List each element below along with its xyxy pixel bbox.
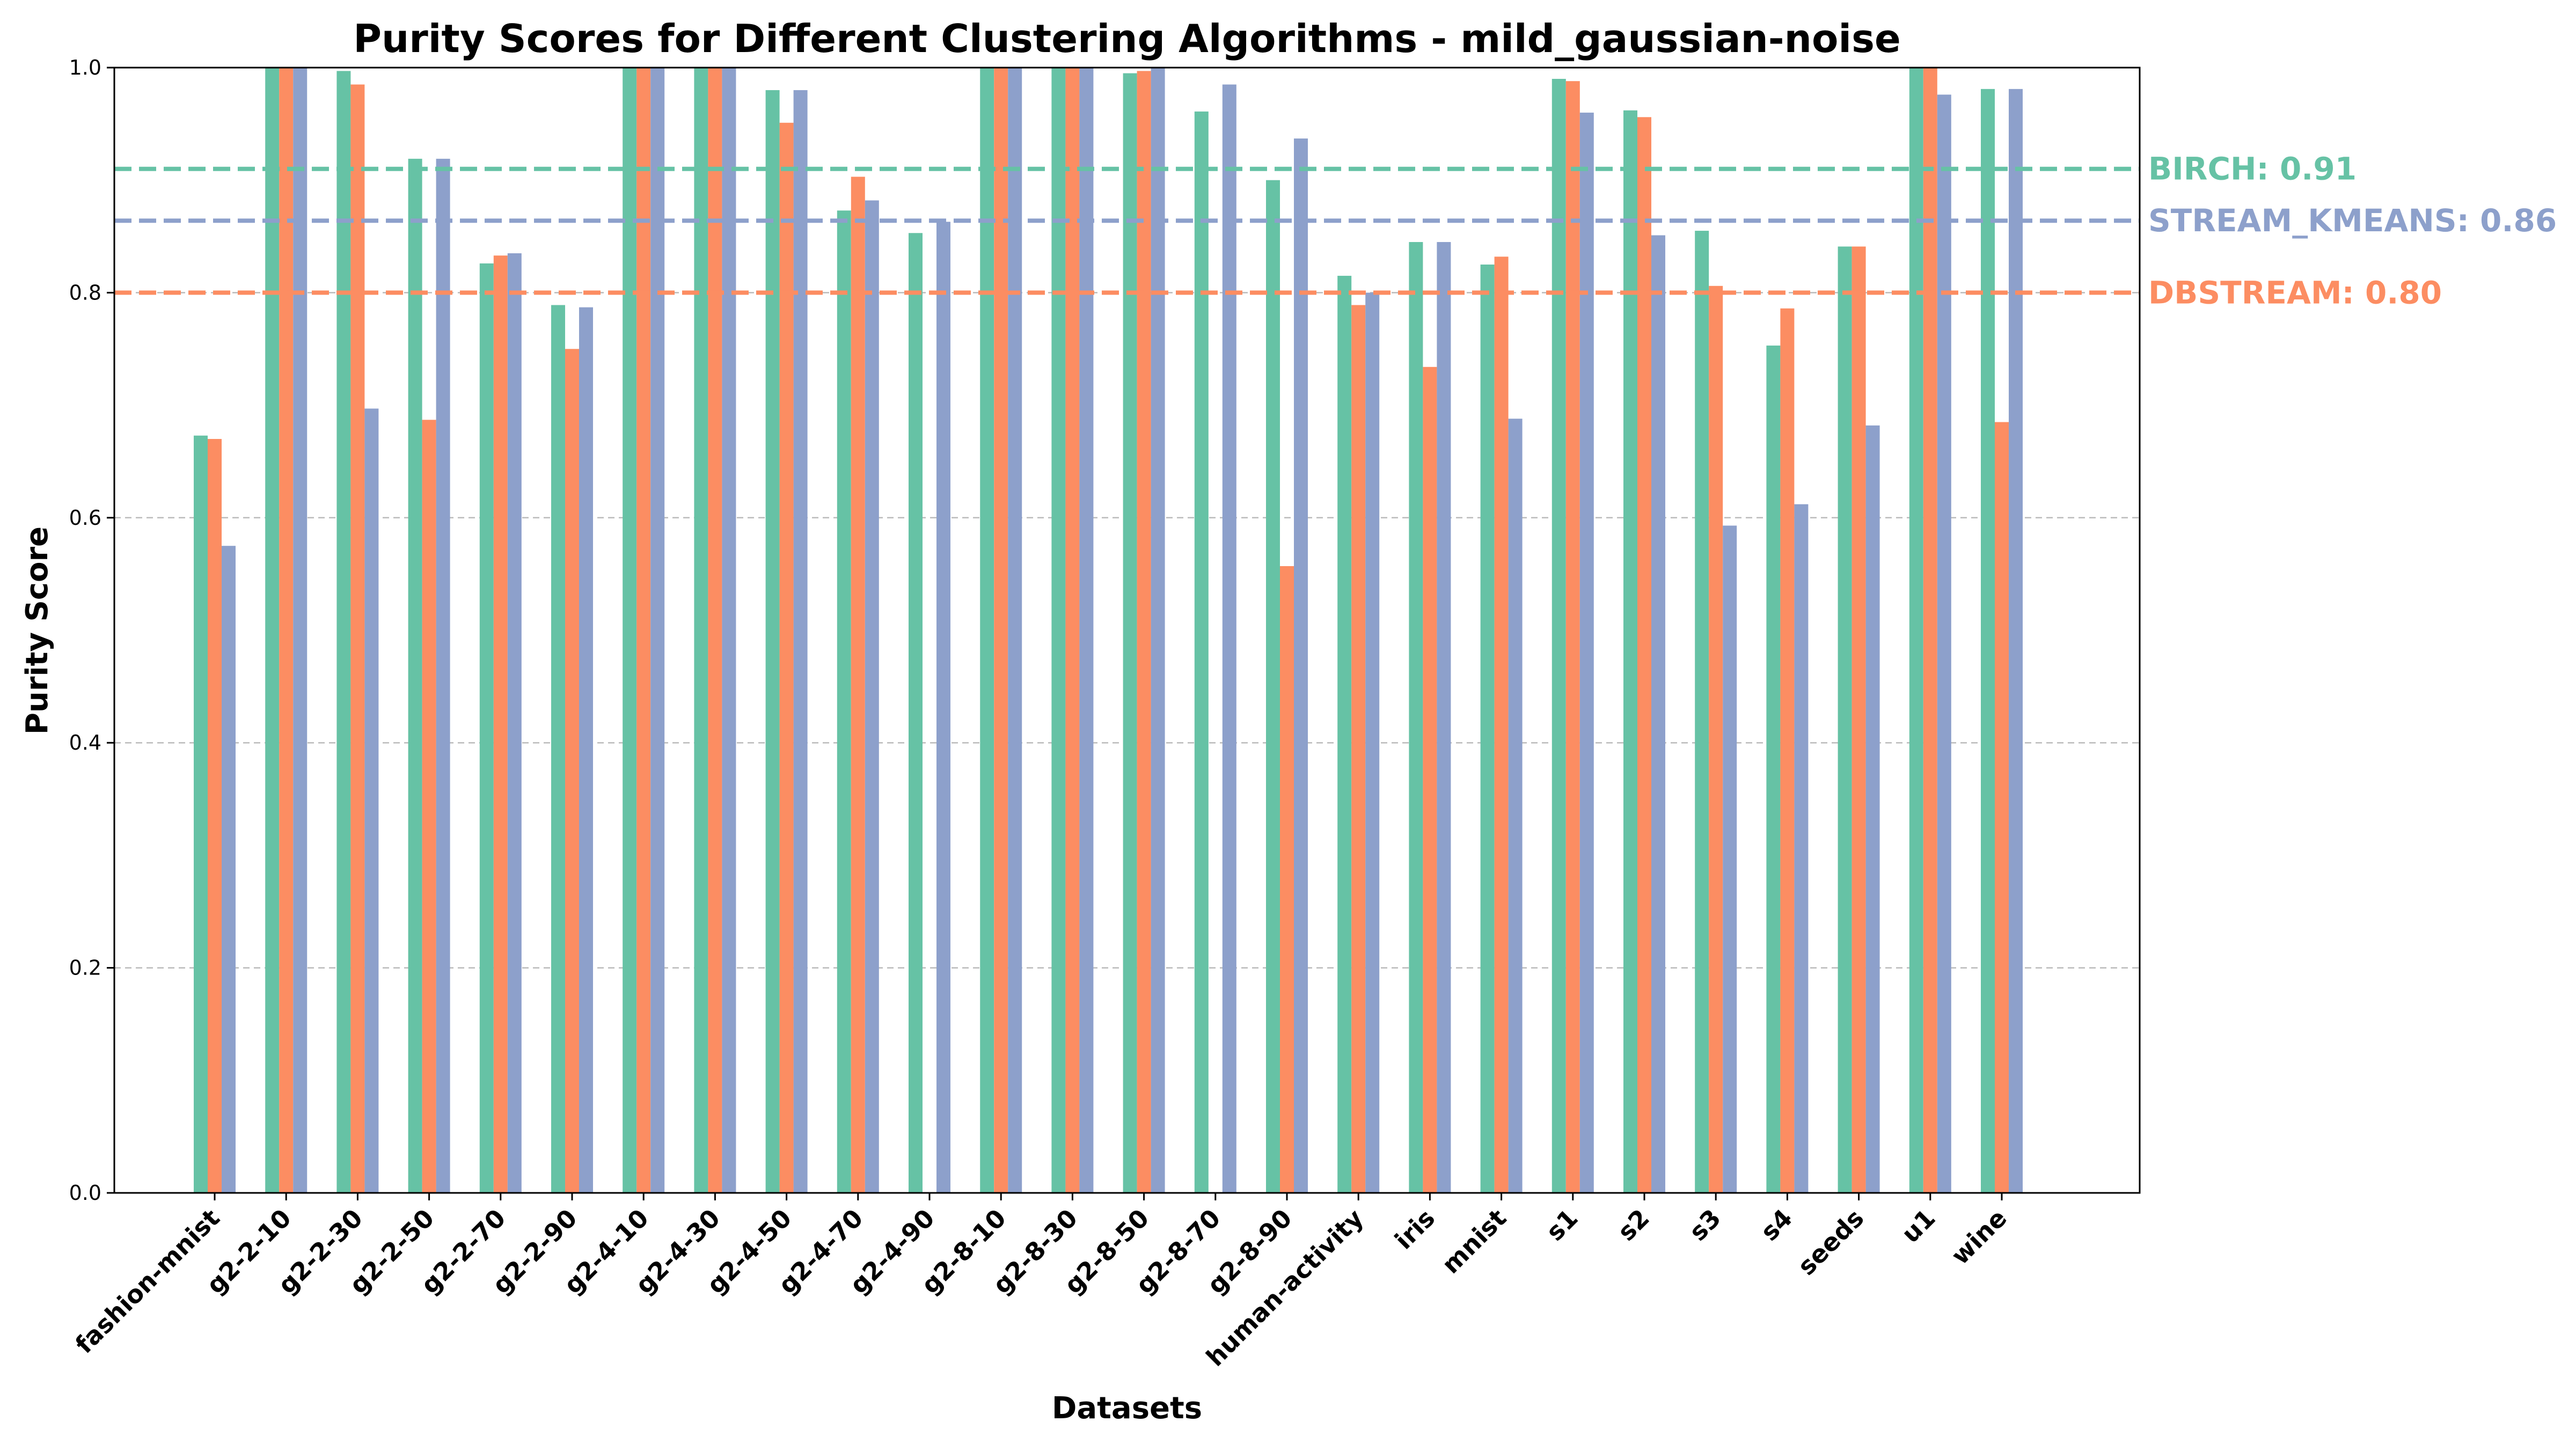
- bar-birch-g2-4-50: [765, 90, 780, 1193]
- bar-stream_kmeans-g2-8-30: [1079, 68, 1094, 1193]
- bar-dbstream-s3: [1709, 285, 1723, 1193]
- bar-stream_kmeans-g2-2-10: [293, 68, 308, 1193]
- bar-dbstream-fashion-mnist: [208, 439, 222, 1193]
- bar-stream_kmeans-g2-4-70: [865, 200, 879, 1193]
- bar-stream_kmeans-g2-8-50: [1151, 68, 1165, 1193]
- bar-birch-wine: [1981, 89, 1995, 1193]
- bar-stream_kmeans-u1: [1937, 94, 1951, 1193]
- bar-birch-iris: [1409, 242, 1423, 1193]
- bar-stream_kmeans-g2-8-70: [1222, 84, 1236, 1193]
- bar-birch-s1: [1552, 78, 1566, 1193]
- bar-dbstream-g2-2-70: [493, 255, 508, 1193]
- bar-birch-g2-8-90: [1266, 180, 1280, 1193]
- bar-birch-g2-2-70: [479, 263, 494, 1193]
- bar-stream_kmeans-g2-4-30: [722, 68, 736, 1193]
- y-tick-label: 0.8: [69, 281, 101, 304]
- bar-birch-fashion-mnist: [194, 435, 208, 1193]
- bar-stream_kmeans-g2-2-50: [436, 158, 450, 1193]
- bar-stream_kmeans-s4: [1794, 504, 1809, 1193]
- bar-birch-g2-8-50: [1123, 73, 1137, 1193]
- bar-birch-g2-2-90: [551, 305, 565, 1193]
- y-axis-label: Purity Score: [20, 526, 55, 735]
- bar-birch-g2-4-30: [694, 68, 708, 1193]
- bar-dbstream-u1: [1923, 68, 1937, 1193]
- bar-stream_kmeans-fashion-mnist: [222, 546, 236, 1193]
- bar-birch-s4: [1766, 345, 1781, 1193]
- bar-birch-g2-4-10: [623, 68, 637, 1193]
- reference-label: STREAM_KMEANS: 0.86: [2148, 202, 2557, 239]
- bar-dbstream-seeds: [1851, 246, 1866, 1193]
- plot-frame: [113, 67, 2141, 1194]
- bars-layer: [194, 68, 2023, 1193]
- reference-labels: BIRCH: 0.91 STREAM_KMEANS: 0.86 DBSTREAM: …: [2148, 151, 2557, 311]
- bar-birch-human-activity: [1337, 275, 1352, 1193]
- bar-birch-g2-4-70: [837, 210, 851, 1193]
- bar-stream_kmeans-s2: [1651, 235, 1665, 1193]
- bar-dbstream-human-activity: [1351, 305, 1366, 1193]
- bar-birch-mnist: [1480, 264, 1495, 1193]
- bar-birch-g2-8-10: [980, 68, 994, 1193]
- bar-birch-seeds: [1838, 246, 1852, 1193]
- bar-dbstream-g2-8-10: [994, 68, 1008, 1193]
- bar-stream_kmeans-g2-8-10: [1008, 68, 1022, 1193]
- bar-dbstream-g2-2-10: [279, 68, 294, 1193]
- bar-dbstream-g2-8-90: [1280, 566, 1294, 1193]
- bar-birch-g2-8-30: [1051, 68, 1066, 1193]
- bar-birch-g2-4-90: [909, 233, 923, 1193]
- bar-stream_kmeans-human-activity: [1365, 292, 1380, 1193]
- y-tick-label: 0.2: [69, 956, 101, 980]
- bar-dbstream-g2-2-50: [422, 420, 436, 1193]
- bar-birch-s3: [1695, 231, 1709, 1193]
- bar-stream_kmeans-g2-2-70: [507, 253, 522, 1193]
- bar-stream_kmeans-mnist: [1508, 419, 1523, 1193]
- bar-stream_kmeans-g2-4-10: [650, 68, 665, 1193]
- bar-dbstream-s1: [1565, 81, 1580, 1193]
- chart-title: Purity Scores for Different Clustering A…: [353, 16, 1901, 61]
- y-tick-label: 0.0: [69, 1181, 101, 1205]
- bar-dbstream-g2-8-30: [1065, 68, 1080, 1193]
- bar-dbstream-s4: [1780, 308, 1795, 1193]
- bar-stream_kmeans-s3: [1723, 525, 1737, 1193]
- bar-stream_kmeans-g2-4-90: [936, 222, 950, 1193]
- reference-label: DBSTREAM: 0.80: [2148, 274, 2442, 311]
- bar-dbstream-g2-4-50: [779, 122, 794, 1193]
- bar-dbstream-mnist: [1494, 257, 1509, 1193]
- bar-birch-g2-2-50: [408, 158, 422, 1193]
- bar-stream_kmeans-g2-2-90: [579, 307, 593, 1193]
- bar-dbstream-g2-4-30: [708, 68, 722, 1193]
- bar-birch-u1: [1909, 68, 1923, 1193]
- bar-stream_kmeans-s1: [1579, 112, 1594, 1193]
- bar-stream_kmeans-iris: [1437, 242, 1451, 1193]
- y-tick-label: 0.4: [69, 731, 101, 754]
- reference-lines-layer: [114, 166, 2140, 295]
- bar-dbstream-g2-2-90: [565, 349, 579, 1193]
- bar-birch-g2-2-30: [336, 71, 351, 1193]
- bar-birch-g2-2-10: [265, 68, 280, 1193]
- bar-dbstream-wine: [1995, 422, 2009, 1193]
- bar-dbstream-g2-8-50: [1137, 71, 1151, 1193]
- bar-stream_kmeans-wine: [2009, 89, 2023, 1193]
- bar-dbstream-s2: [1637, 117, 1651, 1193]
- bar-dbstream-g2-4-10: [636, 68, 651, 1193]
- y-axis-ticks: 0.0 0.2 0.4 0.6 0.8 1.0: [69, 56, 114, 1205]
- bar-birch-s2: [1623, 110, 1637, 1193]
- bar-stream_kmeans-seeds: [1865, 425, 1880, 1193]
- y-tick-label: 0.6: [69, 506, 101, 530]
- x-axis-label: Datasets: [1052, 1391, 1202, 1426]
- bar-stream_kmeans-g2-2-30: [364, 408, 379, 1193]
- bar-stream_kmeans-g2-4-50: [793, 90, 808, 1193]
- bar-stream_kmeans-g2-8-90: [1294, 138, 1308, 1193]
- bar-dbstream-g2-2-30: [350, 84, 365, 1193]
- bar-dbstream-g2-4-70: [851, 177, 865, 1193]
- y-tick-label: 1.0: [69, 56, 101, 79]
- reference-label: BIRCH: 0.91: [2148, 151, 2357, 187]
- bar-dbstream-iris: [1423, 367, 1437, 1193]
- bar-birch-g2-8-70: [1194, 111, 1209, 1193]
